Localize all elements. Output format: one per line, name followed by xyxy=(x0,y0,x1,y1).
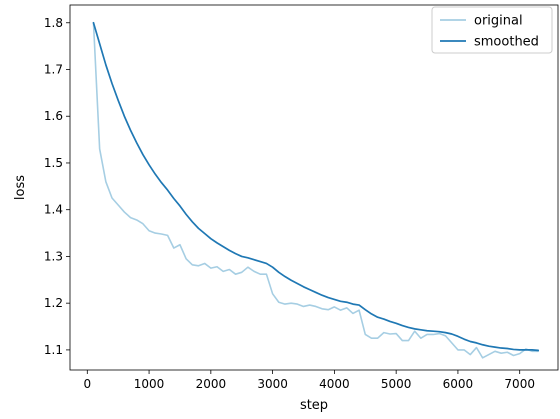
y-tick-label: 1.5 xyxy=(44,156,63,170)
x-tick-label: 2000 xyxy=(196,377,227,391)
x-tick-label: 0 xyxy=(83,377,91,391)
legend-label-original: original xyxy=(474,14,523,29)
x-tick-label: 3000 xyxy=(257,377,288,391)
x-tick-label: 6000 xyxy=(443,377,474,391)
series-line-original xyxy=(92,21,540,359)
plot-frame xyxy=(69,4,559,371)
y-tick-label: 1.2 xyxy=(44,296,63,310)
legend-label-smoothed: smoothed xyxy=(474,35,539,50)
x-tick-label: 4000 xyxy=(319,377,350,391)
y-axis-label: loss xyxy=(13,175,28,200)
x-axis: 0 1000 2000 3000 4000 5000 6000 7000 xyxy=(83,370,535,391)
x-tick-label: 7000 xyxy=(504,377,535,391)
y-axis: 1.1 1.2 1.3 1.4 1.5 1.6 1.7 1.8 xyxy=(44,16,70,357)
y-tick-label: 1.3 xyxy=(44,249,63,263)
y-tick-label: 1.7 xyxy=(44,62,63,76)
x-tick-label: 1000 xyxy=(134,377,165,391)
series-layer xyxy=(92,21,540,359)
y-tick-label: 1.4 xyxy=(44,203,63,217)
x-axis-label: step xyxy=(300,398,328,413)
plot-area xyxy=(70,5,558,370)
y-tick-label: 1.6 xyxy=(44,109,63,123)
x-tick-label: 5000 xyxy=(381,377,412,391)
y-tick-label: 1.8 xyxy=(44,16,63,30)
y-tick-label: 1.1 xyxy=(44,343,63,357)
series-line-smoothed xyxy=(92,21,540,352)
legend: original smoothed xyxy=(431,6,553,54)
